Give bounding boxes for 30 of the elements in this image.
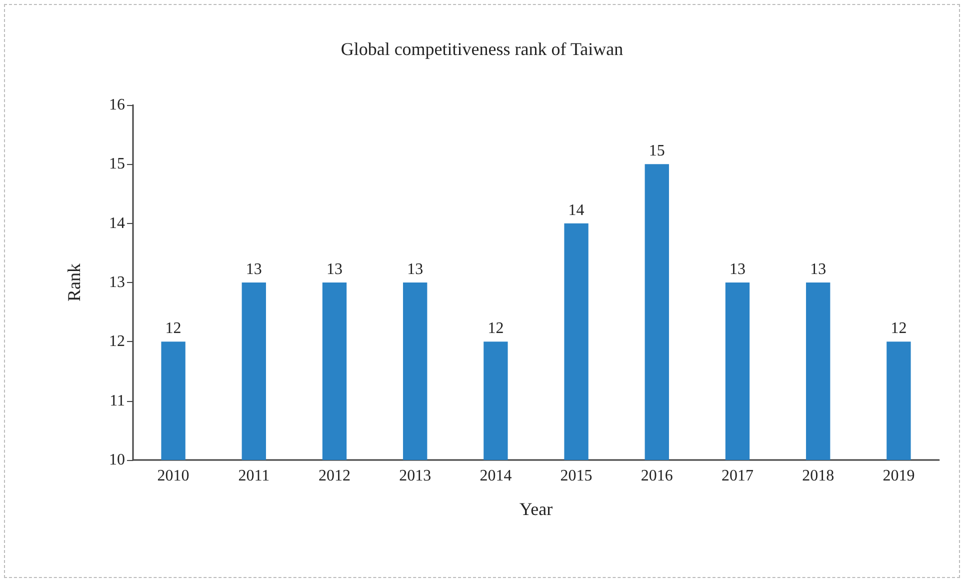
x-tick-label: 2012 bbox=[318, 468, 350, 484]
data-label: 13 bbox=[810, 261, 826, 278]
data-label: 13 bbox=[326, 261, 342, 278]
data-label: 14 bbox=[568, 202, 584, 219]
data-label: 12 bbox=[890, 320, 907, 338]
y-tick-label: 13 bbox=[109, 274, 125, 291]
data-label: 13 bbox=[407, 261, 424, 278]
x-tick-label: 2013 bbox=[399, 468, 432, 484]
x-tick-label: 2015 bbox=[560, 468, 592, 484]
y-tick-label: 11 bbox=[110, 392, 125, 410]
data-label: 15 bbox=[648, 142, 665, 160]
y-tick-label: 14 bbox=[109, 214, 125, 232]
x-tick-label: 2016 bbox=[640, 468, 673, 484]
x-tick-label: 2011 bbox=[238, 468, 270, 484]
data-label: 13 bbox=[246, 261, 262, 278]
y-tick-label: 15 bbox=[109, 156, 125, 173]
x-tick-label: 2014 bbox=[480, 468, 512, 484]
y-axis-title: Rank bbox=[64, 264, 84, 302]
chart-title: Global competitiveness rank of Taiwan bbox=[340, 39, 624, 59]
data-label: 12 bbox=[165, 320, 182, 338]
x-tick-label: 2010 bbox=[157, 468, 190, 484]
x-axis-title: Year bbox=[519, 499, 553, 519]
data-label: 13 bbox=[730, 261, 746, 278]
x-tick-label: 2018 bbox=[802, 468, 834, 484]
y-tick-label: 12 bbox=[109, 333, 125, 350]
y-tick-label: 16 bbox=[109, 96, 125, 114]
x-tick-label: 2017 bbox=[722, 468, 754, 484]
y-tick-label: 10 bbox=[109, 452, 125, 468]
data-label: 12 bbox=[488, 320, 504, 338]
x-tick-label: 2019 bbox=[882, 468, 915, 484]
